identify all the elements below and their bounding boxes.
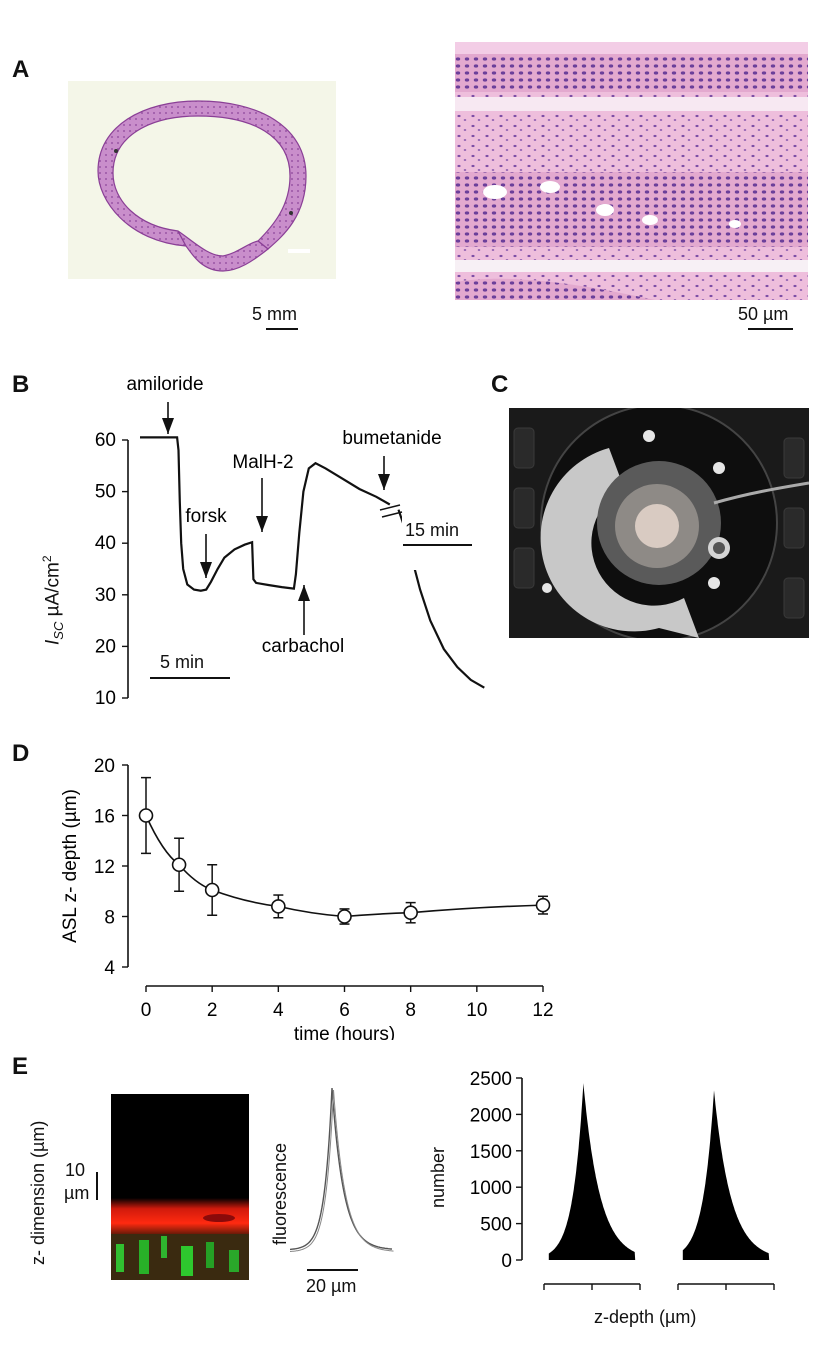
asl-x-tick-label: 2 <box>207 1000 218 1021</box>
asl-data-point <box>271 899 286 914</box>
asl-x-tick-label: 0 <box>141 1000 152 1021</box>
isc-y-tick-label: 20 <box>95 636 116 657</box>
isc-annotation-arrowhead <box>256 516 268 532</box>
hist-y-tick-label: 2500 <box>470 1069 512 1090</box>
asl-x-tick-label: 8 <box>405 1000 416 1021</box>
asl-fit-line <box>145 815 544 918</box>
scale-label-10: 10 <box>65 1160 86 1180</box>
isc-annotation-forsk: forsk <box>185 506 227 527</box>
isc-y-tick-label: 10 <box>95 688 116 709</box>
isc-y-tick-label: 50 <box>95 482 116 503</box>
asl-data-point <box>403 905 418 921</box>
isc-trace-chart: 10 20 30 40 50 60 amiloride forsk MalH-2 carbach… <box>95 374 485 709</box>
z-depth-histogram-chart: 050010001500200025000102001020 <box>470 1069 775 1290</box>
asl-x-tick-label: 10 <box>466 1000 487 1021</box>
isc-annotation-arrowhead <box>298 585 310 601</box>
hist-y-tick-label: 1500 <box>470 1142 512 1163</box>
scale-label-20um: 20 µm <box>306 1276 357 1296</box>
asl-data-point <box>138 808 154 823</box>
scale-label-50um: 50 µm <box>738 304 789 324</box>
hist-y-tick-label: 0 <box>501 1251 512 1272</box>
asl-x-tick-label: 4 <box>273 1000 284 1021</box>
confocal-xz-image <box>111 1094 249 1280</box>
tracheal-cross-section-image <box>68 81 336 279</box>
isc-axis-break-1 <box>379 504 401 511</box>
asl-data-point <box>535 897 551 913</box>
isc-y-tick-label: 30 <box>95 585 116 606</box>
isc-y-tick-label: 60 <box>95 430 116 451</box>
isc-annotation-arrowhead <box>378 474 390 490</box>
asl-y-tick-label: 20 <box>94 756 115 777</box>
asl-x-tick-label: 12 <box>532 1000 553 1021</box>
scale-label-5min: 5 min <box>160 652 205 672</box>
histogram-xlabel: z-depth (µm) <box>594 1307 697 1327</box>
hist-y-tick-label: 500 <box>480 1215 512 1236</box>
panel-d-letter: D <box>12 740 30 767</box>
asl-y-tick-label: 16 <box>94 807 115 828</box>
fluorescence-ylabel: fluorescence <box>270 1142 290 1245</box>
scale-label-15min: 15 min <box>405 520 460 540</box>
hist-distribution-1 <box>548 1083 636 1260</box>
isc-annotation-arrowhead <box>162 418 174 434</box>
isc-annotation-amiloride: amiloride <box>126 374 203 395</box>
asl-y-axis-label: ASL z- depth (µm) <box>60 789 81 943</box>
isc-annotation-carbachol: carbachol <box>262 636 344 657</box>
isc-annotation-arrowhead <box>200 562 212 578</box>
scale-label-5mm: 5 mm <box>252 304 297 324</box>
isc-axis-break-2 <box>381 511 403 518</box>
hist-y-tick-label: 2000 <box>470 1105 512 1126</box>
asl-depth-chart: 4 8 12 16 20 0 2 4 6 8 10 12 time (hours) ASL z- dept… <box>60 756 554 1040</box>
hist-distribution-2 <box>682 1090 770 1260</box>
isc-y-tick-label: 40 <box>95 533 116 554</box>
ussing-chamber-photo <box>509 408 809 638</box>
asl-y-tick-label: 8 <box>104 908 115 929</box>
asl-x-tick-label: 6 <box>339 1000 350 1021</box>
fluorescence-profile-trace-2 <box>290 1089 394 1252</box>
fluorescence-profile-trace <box>290 1087 393 1251</box>
panel-a-letter: A <box>12 56 30 83</box>
scale-bar-50um <box>748 328 793 330</box>
panel-c-letter: C <box>491 371 509 398</box>
asl-x-axis-label: time (hours) <box>294 1024 395 1040</box>
fluorescence-profile-chart <box>290 1087 394 1271</box>
epithelium-histology-image <box>455 42 808 300</box>
panel-b-letter: B <box>12 371 30 398</box>
isc-annotation-malh-2: MalH-2 <box>232 452 293 473</box>
scale-label-um: µm <box>64 1183 90 1203</box>
z-dimension-ylabel: z- dimension (µm) <box>28 1120 48 1265</box>
asl-data-point <box>204 882 220 898</box>
asl-y-tick-label: 4 <box>104 958 115 979</box>
isc-trace-line <box>140 436 391 592</box>
scale-bar-10um <box>96 1172 98 1200</box>
asl-data-point <box>171 857 187 873</box>
asl-data-point <box>337 909 352 924</box>
scale-bar-5mm <box>266 328 298 330</box>
isc-annotation-bumetanide: bumetanide <box>342 428 441 449</box>
panel-e-letter: E <box>12 1053 29 1080</box>
hist-y-tick-label: 1000 <box>470 1178 512 1199</box>
asl-y-tick-label: 12 <box>94 857 115 878</box>
isc-break-mask <box>402 490 437 570</box>
